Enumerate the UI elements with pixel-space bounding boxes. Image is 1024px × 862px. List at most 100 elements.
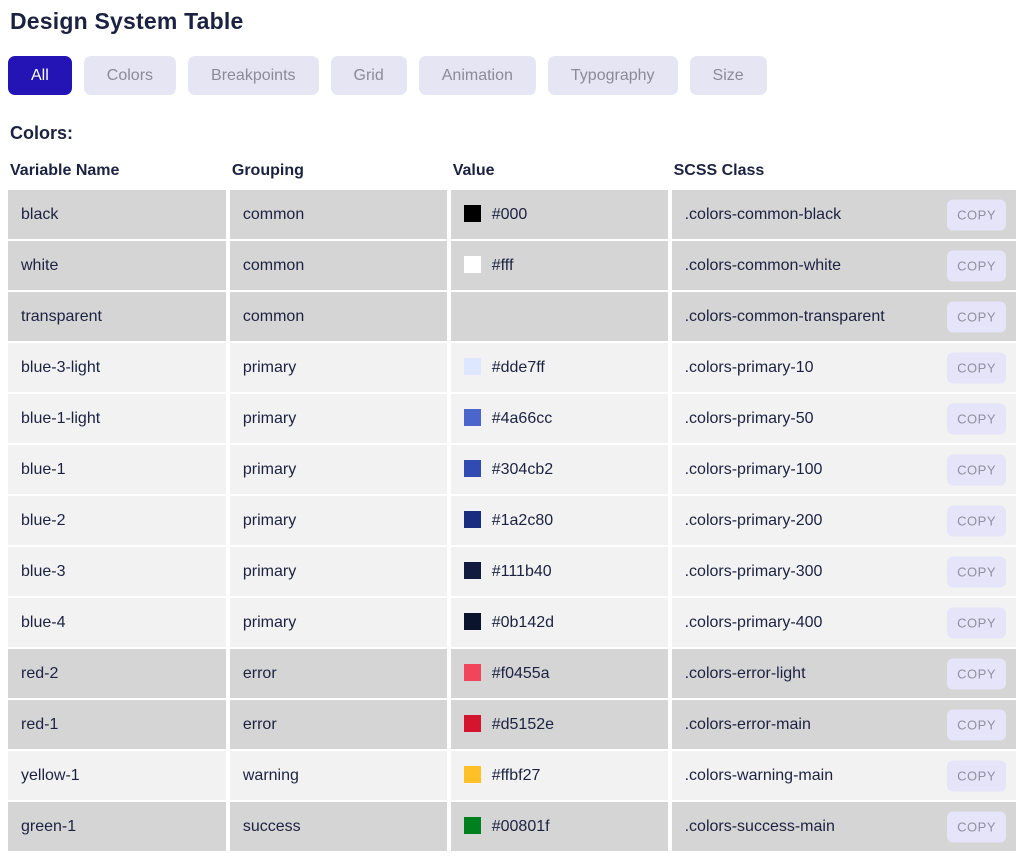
scss-class-name: .colors-common-transparent xyxy=(684,307,885,325)
color-hex-value: #dde7ff xyxy=(491,359,545,376)
table-row: blue-1 primary #304cb2 .colors-primary-1… xyxy=(8,445,1016,494)
filter-tab-colors[interactable]: Colors xyxy=(83,56,177,95)
table-row: red-1 error #d5152e .colors-error-main C… xyxy=(8,700,1016,749)
color-hex-value: #111b40 xyxy=(491,563,552,580)
filter-tab-size[interactable]: Size xyxy=(689,56,767,95)
color-hex-value: #fff xyxy=(491,257,514,274)
section-heading-colors: Colors: xyxy=(10,123,73,143)
copy-button[interactable]: COPY xyxy=(947,709,1006,740)
scss-class-name: .colors-primary-300 xyxy=(684,562,823,580)
color-swatch xyxy=(463,511,481,528)
grouping-cell: primary xyxy=(229,343,447,392)
color-swatch xyxy=(463,205,481,222)
value-cell: #ffbf27 xyxy=(450,751,668,800)
scss-class-cell: .colors-primary-400 COPY xyxy=(671,598,1016,647)
grouping-cell: primary xyxy=(229,547,447,596)
color-swatch xyxy=(463,562,481,579)
value-cell: #304cb2 xyxy=(450,445,668,494)
grouping-cell: primary xyxy=(229,496,447,545)
scss-class-name: .colors-primary-400 xyxy=(684,613,823,631)
grouping-cell: primary xyxy=(229,394,447,443)
scss-class-name: .colors-common-black xyxy=(684,205,842,223)
copy-button[interactable]: COPY xyxy=(947,250,1006,281)
value-cell: #111b40 xyxy=(450,547,668,596)
table-row: blue-2 primary #1a2c80 .colors-primary-2… xyxy=(8,496,1016,545)
scss-class-cell: .colors-error-main COPY xyxy=(671,700,1016,749)
filter-tab-breakpoints[interactable]: Breakpoints xyxy=(188,56,319,95)
table-row: green-1 success #00801f .colors-success-… xyxy=(8,802,1016,851)
column-header-grouping: Grouping xyxy=(231,162,304,179)
filter-tab-all[interactable]: All xyxy=(8,56,72,95)
scss-class-cell: .colors-success-main COPY xyxy=(671,802,1016,851)
variable-name-cell: red-1 xyxy=(8,700,226,749)
value-cell: #1a2c80 xyxy=(450,496,668,545)
filter-tab-animation[interactable]: Animation xyxy=(418,56,536,95)
color-hex-value: #1a2c80 xyxy=(491,512,554,529)
color-swatch xyxy=(463,817,481,834)
value-cell: #00801f xyxy=(450,802,668,851)
color-swatch xyxy=(463,664,481,681)
scss-class-cell: .colors-common-white COPY xyxy=(671,241,1016,290)
column-header-value: Value xyxy=(452,162,495,179)
copy-button[interactable]: COPY xyxy=(947,301,1006,332)
variable-name-cell: blue-1 xyxy=(8,445,226,494)
design-system-page: Design System Table All Colors Breakpoin… xyxy=(0,8,1024,862)
table-row: blue-4 primary #0b142d .colors-primary-4… xyxy=(8,598,1016,647)
copy-button[interactable]: COPY xyxy=(947,760,1006,791)
color-hex-value: #4a66cc xyxy=(491,410,553,427)
color-hex-value: #00801f xyxy=(491,818,550,835)
grouping-cell: success xyxy=(229,802,447,851)
scss-class-name: .colors-error-light xyxy=(684,664,806,682)
table-header-row: Variable Name Grouping Value SCSS Class xyxy=(8,158,1016,188)
design-system-table: Variable Name Grouping Value SCSS Class … xyxy=(4,156,1020,853)
copy-button[interactable]: COPY xyxy=(947,811,1006,842)
copy-button[interactable]: COPY xyxy=(947,199,1006,230)
variable-name-cell: blue-4 xyxy=(8,598,226,647)
scss-class-cell: .colors-primary-50 COPY xyxy=(671,394,1016,443)
value-cell: #000 xyxy=(450,190,668,239)
variable-name-cell: red-2 xyxy=(8,649,226,698)
value-cell: #4a66cc xyxy=(450,394,668,443)
grouping-cell: error xyxy=(229,700,447,749)
grouping-cell: common xyxy=(229,190,447,239)
color-swatch xyxy=(463,460,481,477)
variable-name-cell: black xyxy=(8,190,226,239)
copy-button[interactable]: COPY xyxy=(947,454,1006,485)
scss-class-name: .colors-error-main xyxy=(684,715,811,733)
color-swatch xyxy=(463,358,481,375)
value-cell: #fff xyxy=(450,241,668,290)
scss-class-cell: .colors-error-light COPY xyxy=(671,649,1016,698)
table-row: blue-3 primary #111b40 .colors-primary-3… xyxy=(8,547,1016,596)
grouping-cell: common xyxy=(229,292,447,341)
table-row: white common #fff .colors-common-white C… xyxy=(8,241,1016,290)
variable-name-cell: white xyxy=(8,241,226,290)
color-hex-value: #ffbf27 xyxy=(491,767,541,784)
copy-button[interactable]: COPY xyxy=(947,352,1006,383)
copy-button[interactable]: COPY xyxy=(947,403,1006,434)
scss-class-cell: .colors-primary-200 COPY xyxy=(671,496,1016,545)
variable-name-cell: blue-3-light xyxy=(8,343,226,392)
scss-class-cell: .colors-primary-10 COPY xyxy=(671,343,1016,392)
filter-tabs: All Colors Breakpoints Grid Animation Ty… xyxy=(8,56,1024,95)
color-hex-value: #f0455a xyxy=(491,665,550,682)
color-hex-value: #0b142d xyxy=(491,614,555,631)
filter-tab-grid[interactable]: Grid xyxy=(330,56,407,95)
scss-class-name: .colors-primary-100 xyxy=(684,460,823,478)
copy-button[interactable]: COPY xyxy=(947,505,1006,536)
value-cell: #0b142d xyxy=(450,598,668,647)
scss-class-cell: .colors-primary-100 COPY xyxy=(671,445,1016,494)
copy-button[interactable]: COPY xyxy=(947,658,1006,689)
variable-name-cell: blue-1-light xyxy=(8,394,226,443)
scss-class-name: .colors-primary-10 xyxy=(684,358,814,376)
grouping-cell: error xyxy=(229,649,447,698)
color-hex-value: #304cb2 xyxy=(491,461,554,478)
copy-button[interactable]: COPY xyxy=(947,556,1006,587)
table-row: blue-1-light primary #4a66cc .colors-pri… xyxy=(8,394,1016,443)
page-title: Design System Table xyxy=(10,8,244,34)
filter-tab-typography[interactable]: Typography xyxy=(547,56,678,95)
column-header-variable-name: Variable Name xyxy=(10,162,120,179)
value-cell: #dde7ff xyxy=(450,343,668,392)
scss-class-name: .colors-primary-50 xyxy=(684,409,814,427)
column-header-scss-class: SCSS Class xyxy=(673,162,765,179)
copy-button[interactable]: COPY xyxy=(947,607,1006,638)
